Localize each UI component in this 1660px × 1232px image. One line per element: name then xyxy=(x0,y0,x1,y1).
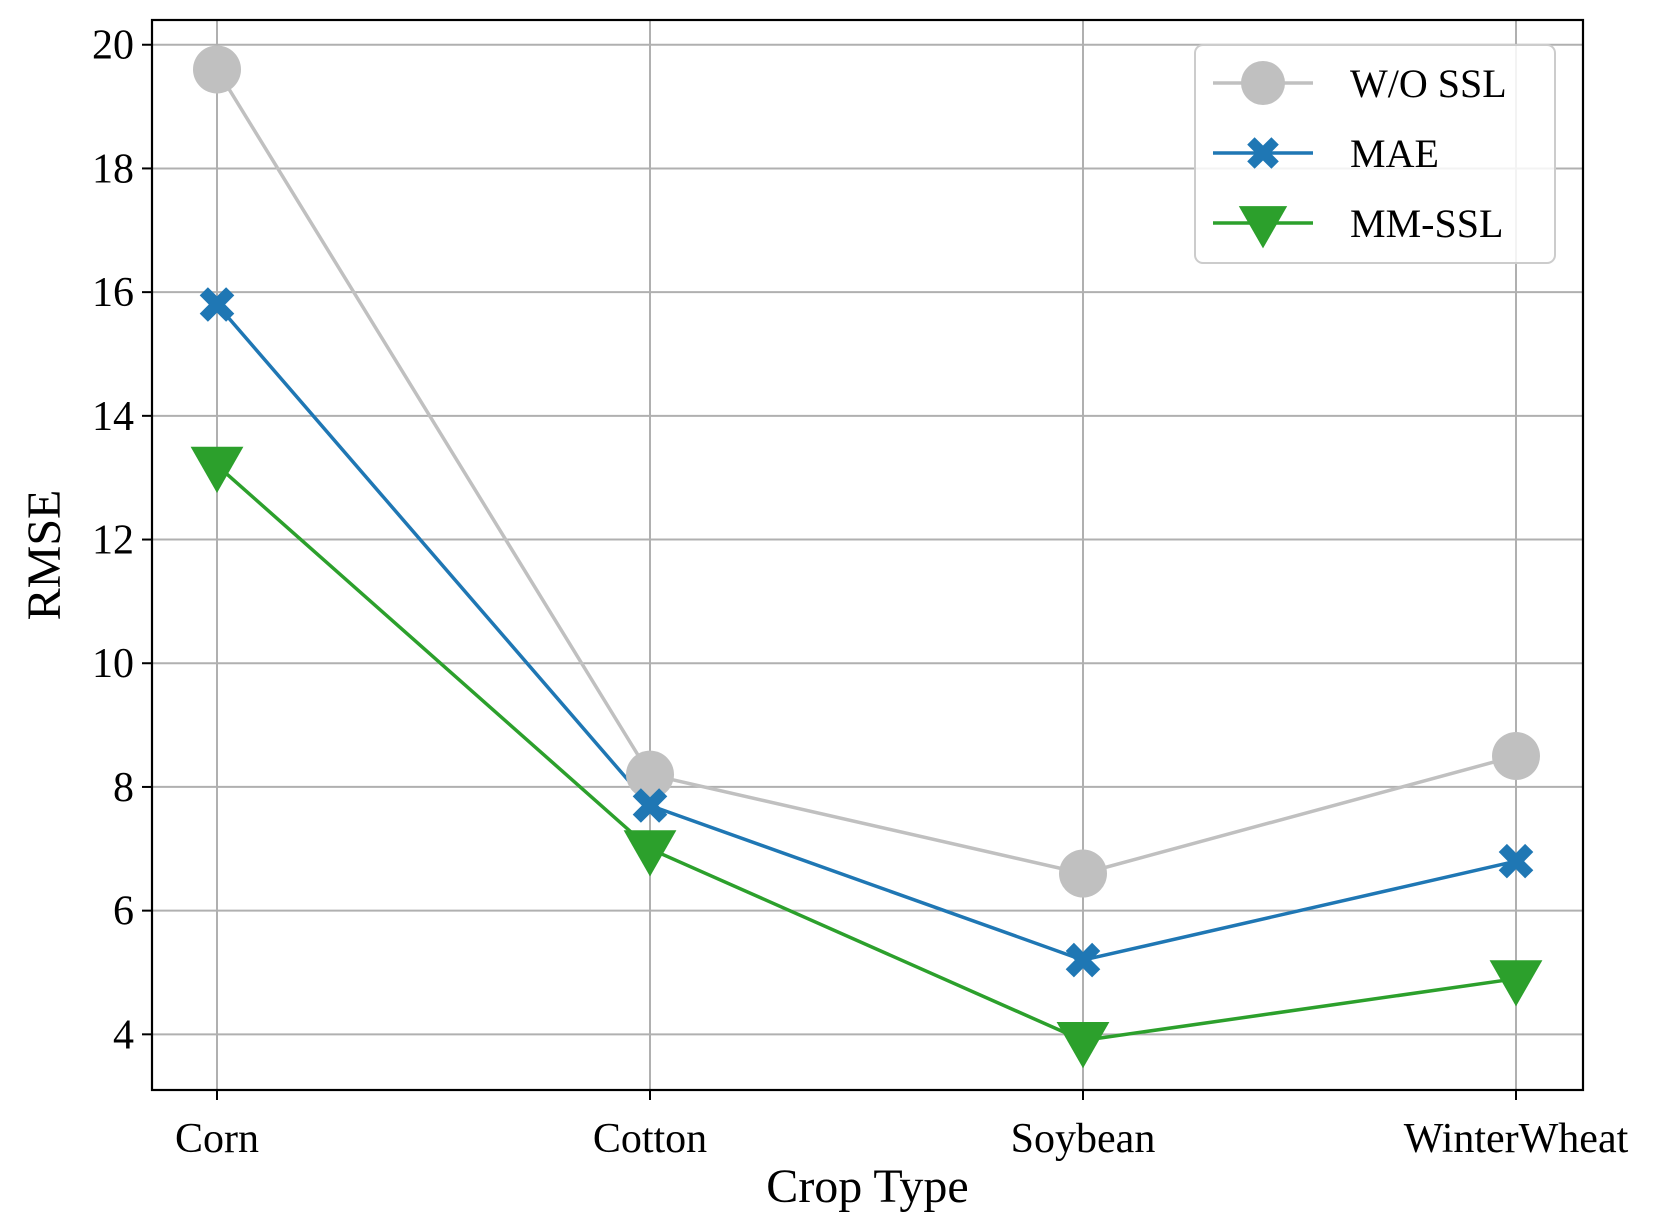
legend-label: MAE xyxy=(1350,131,1439,176)
tick-labels: 4 6 8 10 12 14 16 18 20 Corn Cotton Soybean WinterWh… xyxy=(92,23,1629,1162)
data-point-x xyxy=(1247,137,1279,169)
series-markers xyxy=(190,45,1543,1069)
data-point-x xyxy=(632,788,668,823)
series-lines xyxy=(215,68,1517,1043)
legend-label: MM-SSL xyxy=(1350,201,1503,246)
data-point-triangle xyxy=(623,830,677,877)
plot-frame xyxy=(150,18,1585,1092)
axis-ticks xyxy=(142,43,1517,1100)
y-tick-label: 8 xyxy=(113,765,134,811)
data-point-circle xyxy=(1492,732,1540,781)
y-tick-label: 12 xyxy=(92,518,134,564)
legend: W/O SSL MAE MM-SSL xyxy=(1194,44,1556,264)
data-point-triangle xyxy=(190,446,244,493)
y-tick-label: 6 xyxy=(113,889,134,935)
y-tick-label: 20 xyxy=(92,23,134,69)
data-point-circle xyxy=(1059,849,1107,898)
data-point-x xyxy=(199,287,235,322)
y-tick-label: 4 xyxy=(113,1012,134,1058)
x-tick-label: Corn xyxy=(175,1116,259,1162)
y-axis-title: RMSE xyxy=(18,490,71,621)
data-point-circle xyxy=(193,45,241,94)
series-line xyxy=(215,463,1517,1043)
series-line xyxy=(215,68,1517,876)
x-tick-label: Soybean xyxy=(1011,1116,1156,1162)
series-line xyxy=(215,303,1517,962)
data-point-triangle xyxy=(1238,206,1288,249)
data-point-x xyxy=(1065,942,1101,978)
data-point-circle xyxy=(1241,61,1285,105)
data-point-triangle xyxy=(1489,960,1543,1007)
data-point-x xyxy=(1498,843,1534,879)
y-tick-label: 18 xyxy=(92,146,134,192)
y-tick-label: 16 xyxy=(92,270,134,316)
x-tick-label: Cotton xyxy=(593,1116,707,1162)
x-axis-title: Crop Type xyxy=(766,1160,968,1213)
data-point-circle xyxy=(626,750,674,799)
x-tick-label: WinterWheat xyxy=(1404,1116,1629,1162)
y-tick-label: 14 xyxy=(92,394,134,440)
grid-lines xyxy=(152,20,1583,1090)
legend-label: W/O SSL xyxy=(1350,61,1507,106)
y-tick-label: 10 xyxy=(92,641,134,687)
data-point-triangle xyxy=(1056,1022,1110,1069)
